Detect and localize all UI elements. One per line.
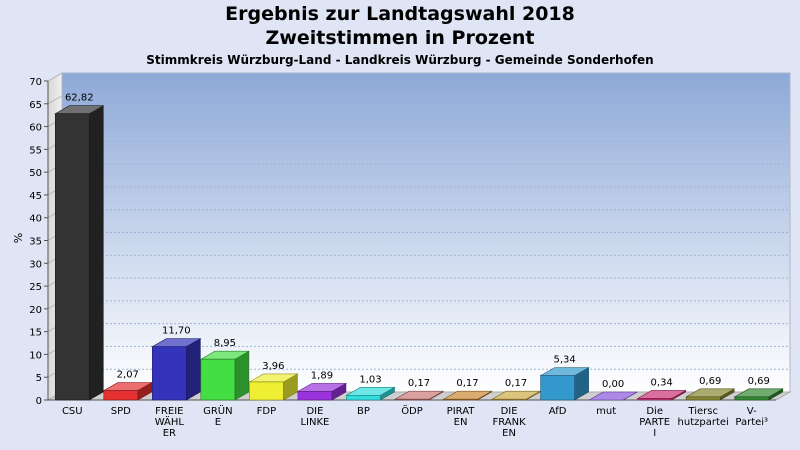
data-label: 0,00 xyxy=(602,379,624,390)
gridline-side xyxy=(47,72,63,82)
bar-front xyxy=(491,398,527,401)
data-label: 0,69 xyxy=(699,376,721,387)
bar-front xyxy=(249,381,284,401)
y-tick-label: 35 xyxy=(29,237,42,248)
x-tick-label: AfD xyxy=(549,406,567,417)
bar-front xyxy=(540,375,575,401)
bar-top xyxy=(588,391,639,401)
data-label: 1,03 xyxy=(359,374,381,385)
bar xyxy=(54,105,105,401)
y-tick-label: 10 xyxy=(29,350,42,361)
x-tick-label: DIE FRANK EN xyxy=(492,406,526,439)
bar-front xyxy=(200,358,236,401)
bar xyxy=(199,350,250,401)
bar-front xyxy=(346,395,381,401)
data-label: 62,82 xyxy=(65,93,94,104)
bar xyxy=(539,367,590,401)
x-tick-label: DIE LINKE xyxy=(300,406,329,428)
chart-subtitle: Zweitstimmen in Prozent xyxy=(265,27,535,49)
bar-side xyxy=(88,105,104,401)
x-tick-label: mut xyxy=(596,406,616,417)
bar-front xyxy=(734,396,770,401)
data-label: 5,34 xyxy=(553,355,575,366)
bar xyxy=(345,386,396,401)
bar xyxy=(248,373,299,401)
bar xyxy=(636,389,687,401)
x-tick-label: PIRAT EN xyxy=(447,406,476,428)
data-label: 0,69 xyxy=(748,376,770,387)
bar xyxy=(151,338,202,401)
bar xyxy=(588,391,639,401)
bar xyxy=(393,390,445,401)
data-label: 0,34 xyxy=(651,377,673,388)
bar xyxy=(490,390,542,401)
bar-front xyxy=(103,390,139,401)
bar-front xyxy=(637,398,672,401)
y-tick-label: 65 xyxy=(29,100,42,111)
y-tick-label: 30 xyxy=(29,259,42,270)
data-label: 0,17 xyxy=(408,378,430,389)
bar-front xyxy=(685,396,721,401)
y-tick-label: 70 xyxy=(29,77,42,88)
bar xyxy=(733,388,784,401)
x-tick-label: Tiersc hutzpartei xyxy=(678,406,729,428)
y-tick-label: 5 xyxy=(36,373,42,384)
y-tick-label: 0 xyxy=(36,396,42,407)
data-label: 3,96 xyxy=(262,361,284,372)
data-label: 8,95 xyxy=(214,338,236,349)
y-tick-label: 40 xyxy=(29,214,42,225)
x-tick-label: FREIE WÄHL ER xyxy=(155,406,185,439)
bar xyxy=(685,388,736,401)
x-tick-label: V-Partei³ xyxy=(735,406,768,428)
data-label: 0,17 xyxy=(505,378,527,389)
x-tick-label: SPD xyxy=(111,406,131,417)
y-tick-label: 15 xyxy=(29,328,42,339)
data-label: 0,17 xyxy=(456,378,478,389)
y-tick-label: 25 xyxy=(29,282,42,293)
bar xyxy=(296,382,348,401)
x-tick-label: GRÜN E xyxy=(203,404,233,428)
bar-front xyxy=(443,398,478,401)
data-label: 2,07 xyxy=(117,370,139,381)
data-label: 11,70 xyxy=(162,326,191,337)
bar-side xyxy=(234,350,250,401)
y-tick-label: 20 xyxy=(29,305,42,316)
x-tick-label: FDP xyxy=(257,406,276,417)
x-tick-label: ÖDP xyxy=(401,404,423,417)
gridline-side xyxy=(47,95,63,105)
y-axis-label: % xyxy=(12,233,25,243)
chart-region-subtitle: Stimmkreis Würzburg-Land - Landkreis Wür… xyxy=(146,53,654,67)
bar-side xyxy=(186,338,201,401)
bar xyxy=(102,382,153,401)
x-tick-label: CSU xyxy=(62,406,83,417)
bar-front xyxy=(394,398,430,401)
y-tick-label: 45 xyxy=(29,191,42,202)
bar xyxy=(442,390,493,401)
y-tick-label: 50 xyxy=(29,168,42,179)
y-tick-label: 60 xyxy=(29,123,42,134)
chart-title: Ergebnis zur Landtagswahl 2018 xyxy=(225,3,575,25)
bar-front xyxy=(54,113,90,401)
bar-front xyxy=(152,346,187,401)
data-label: 1,89 xyxy=(311,370,333,381)
x-tick-label: BP xyxy=(357,406,370,417)
bar-front xyxy=(297,391,333,401)
y-tick-label: 55 xyxy=(29,145,42,156)
x-tick-label: Die PARTE I xyxy=(639,406,670,439)
